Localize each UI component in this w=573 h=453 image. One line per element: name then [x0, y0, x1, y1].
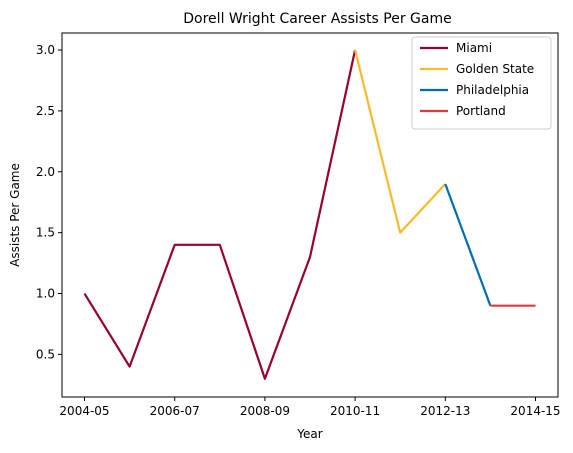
x-tick-label: 2010-11 — [330, 404, 380, 418]
x-tick-label: 2012-13 — [420, 404, 470, 418]
y-tick-label: 2.0 — [36, 165, 55, 179]
series-group — [83, 49, 536, 380]
x-tick-label: 2004-05 — [59, 404, 109, 418]
y-axis: 0.5 1.0 1.5 2.0 2.5 3.0 — [36, 43, 62, 361]
y-axis-title: Assists Per Game — [8, 163, 22, 267]
legend-label: Philadelphia — [456, 83, 529, 97]
y-tick-label: 2.5 — [36, 104, 55, 118]
series-line-miami — [83, 49, 357, 380]
plot-frame — [61, 32, 559, 398]
y-tick-label: 1.5 — [36, 226, 55, 240]
legend-box — [411, 36, 552, 130]
series-line-philadelphia — [444, 183, 492, 307]
series-line-golden-state — [354, 49, 447, 234]
y-tick-label: 3.0 — [36, 43, 55, 57]
x-tick-label: 2006-07 — [150, 404, 200, 418]
legend: Miami Golden State Philadelphia Portland — [411, 36, 552, 130]
x-tick-label: 2008-09 — [240, 404, 290, 418]
y-tick-label: 1.0 — [36, 287, 55, 301]
legend-label: Miami — [456, 41, 492, 55]
x-tick-label: 2014-15 — [510, 404, 560, 418]
y-tick-label: 0.5 — [36, 347, 55, 361]
legend-label: Golden State — [456, 62, 534, 76]
x-axis: 2004-05 2006-07 2008-09 2010-11 2012-13 2014-… — [59, 397, 561, 418]
plot-border — [61, 32, 559, 398]
x-axis-title: Year — [296, 427, 322, 441]
legend-label: Portland — [456, 104, 506, 118]
chart-title: Dorell Wright Career Assists Per Game — [183, 11, 451, 27]
